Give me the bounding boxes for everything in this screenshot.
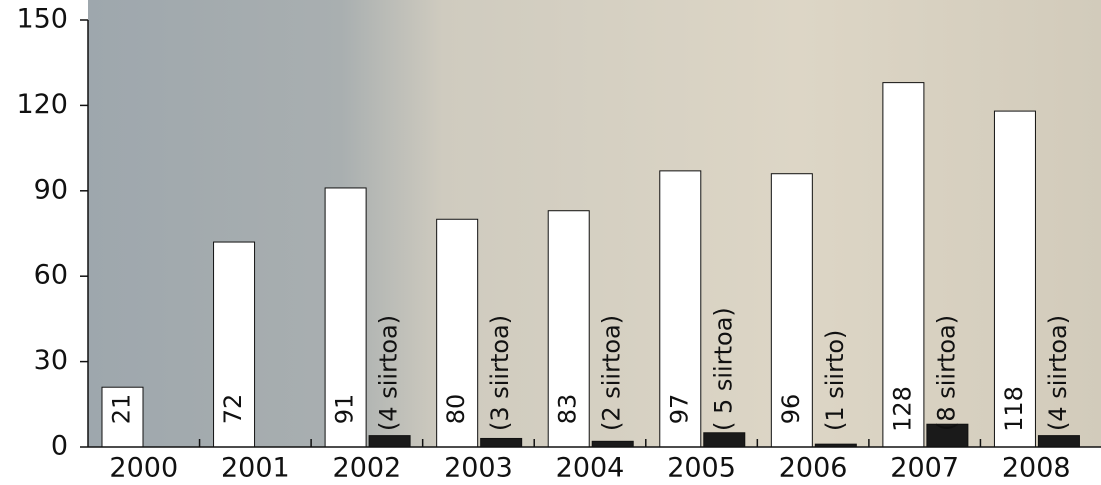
x-tick-label: 2002 xyxy=(333,453,402,484)
value-label: 96 xyxy=(777,394,805,425)
value-label: 97 xyxy=(665,394,693,425)
value-label: 72 xyxy=(219,394,247,425)
value-label: (2 siirtoa) xyxy=(598,315,626,431)
value-label: 118 xyxy=(1000,386,1028,432)
bar xyxy=(592,441,633,447)
y-tick-label: 90 xyxy=(34,174,68,205)
value-label: (4 siirtoa) xyxy=(1044,315,1072,431)
value-label: 91 xyxy=(331,394,359,425)
value-label: (3 siirtoa) xyxy=(486,315,514,431)
y-tick-label: 150 xyxy=(16,4,68,35)
bar xyxy=(481,438,522,447)
x-tick-label: 2000 xyxy=(109,453,178,484)
value-label: (1 siirto) xyxy=(821,330,849,431)
chart: 0 30 60 90 120 150 2000 21 2001 72 2002 91 (4 siirto… xyxy=(0,0,1101,485)
x-tick-label: 2003 xyxy=(444,453,513,484)
x-tick-label: 2004 xyxy=(556,453,625,484)
x-tick-label: 2006 xyxy=(779,453,848,484)
x-tick-label: 2001 xyxy=(221,453,290,484)
value-label: 21 xyxy=(108,394,136,425)
x-tick-label: 2008 xyxy=(1002,453,1071,484)
value-label: (8 siirtoa) xyxy=(932,315,960,431)
y-tick-label: 120 xyxy=(16,89,68,120)
y-tick-label: 60 xyxy=(34,260,68,291)
y-tick-label: 30 xyxy=(34,345,68,376)
value-label: 80 xyxy=(442,394,470,425)
x-tick-label: 2007 xyxy=(890,453,959,484)
x-tick-label: 2005 xyxy=(667,453,736,484)
value-label: 128 xyxy=(888,386,916,432)
value-label: 83 xyxy=(554,394,582,425)
bar xyxy=(369,436,410,447)
value-label: ( 5 siirtoa) xyxy=(709,307,737,431)
bar xyxy=(704,433,745,447)
bar xyxy=(1038,436,1079,447)
y-tick-label: 0 xyxy=(51,431,68,462)
value-label: (4 siirtoa) xyxy=(375,315,403,431)
